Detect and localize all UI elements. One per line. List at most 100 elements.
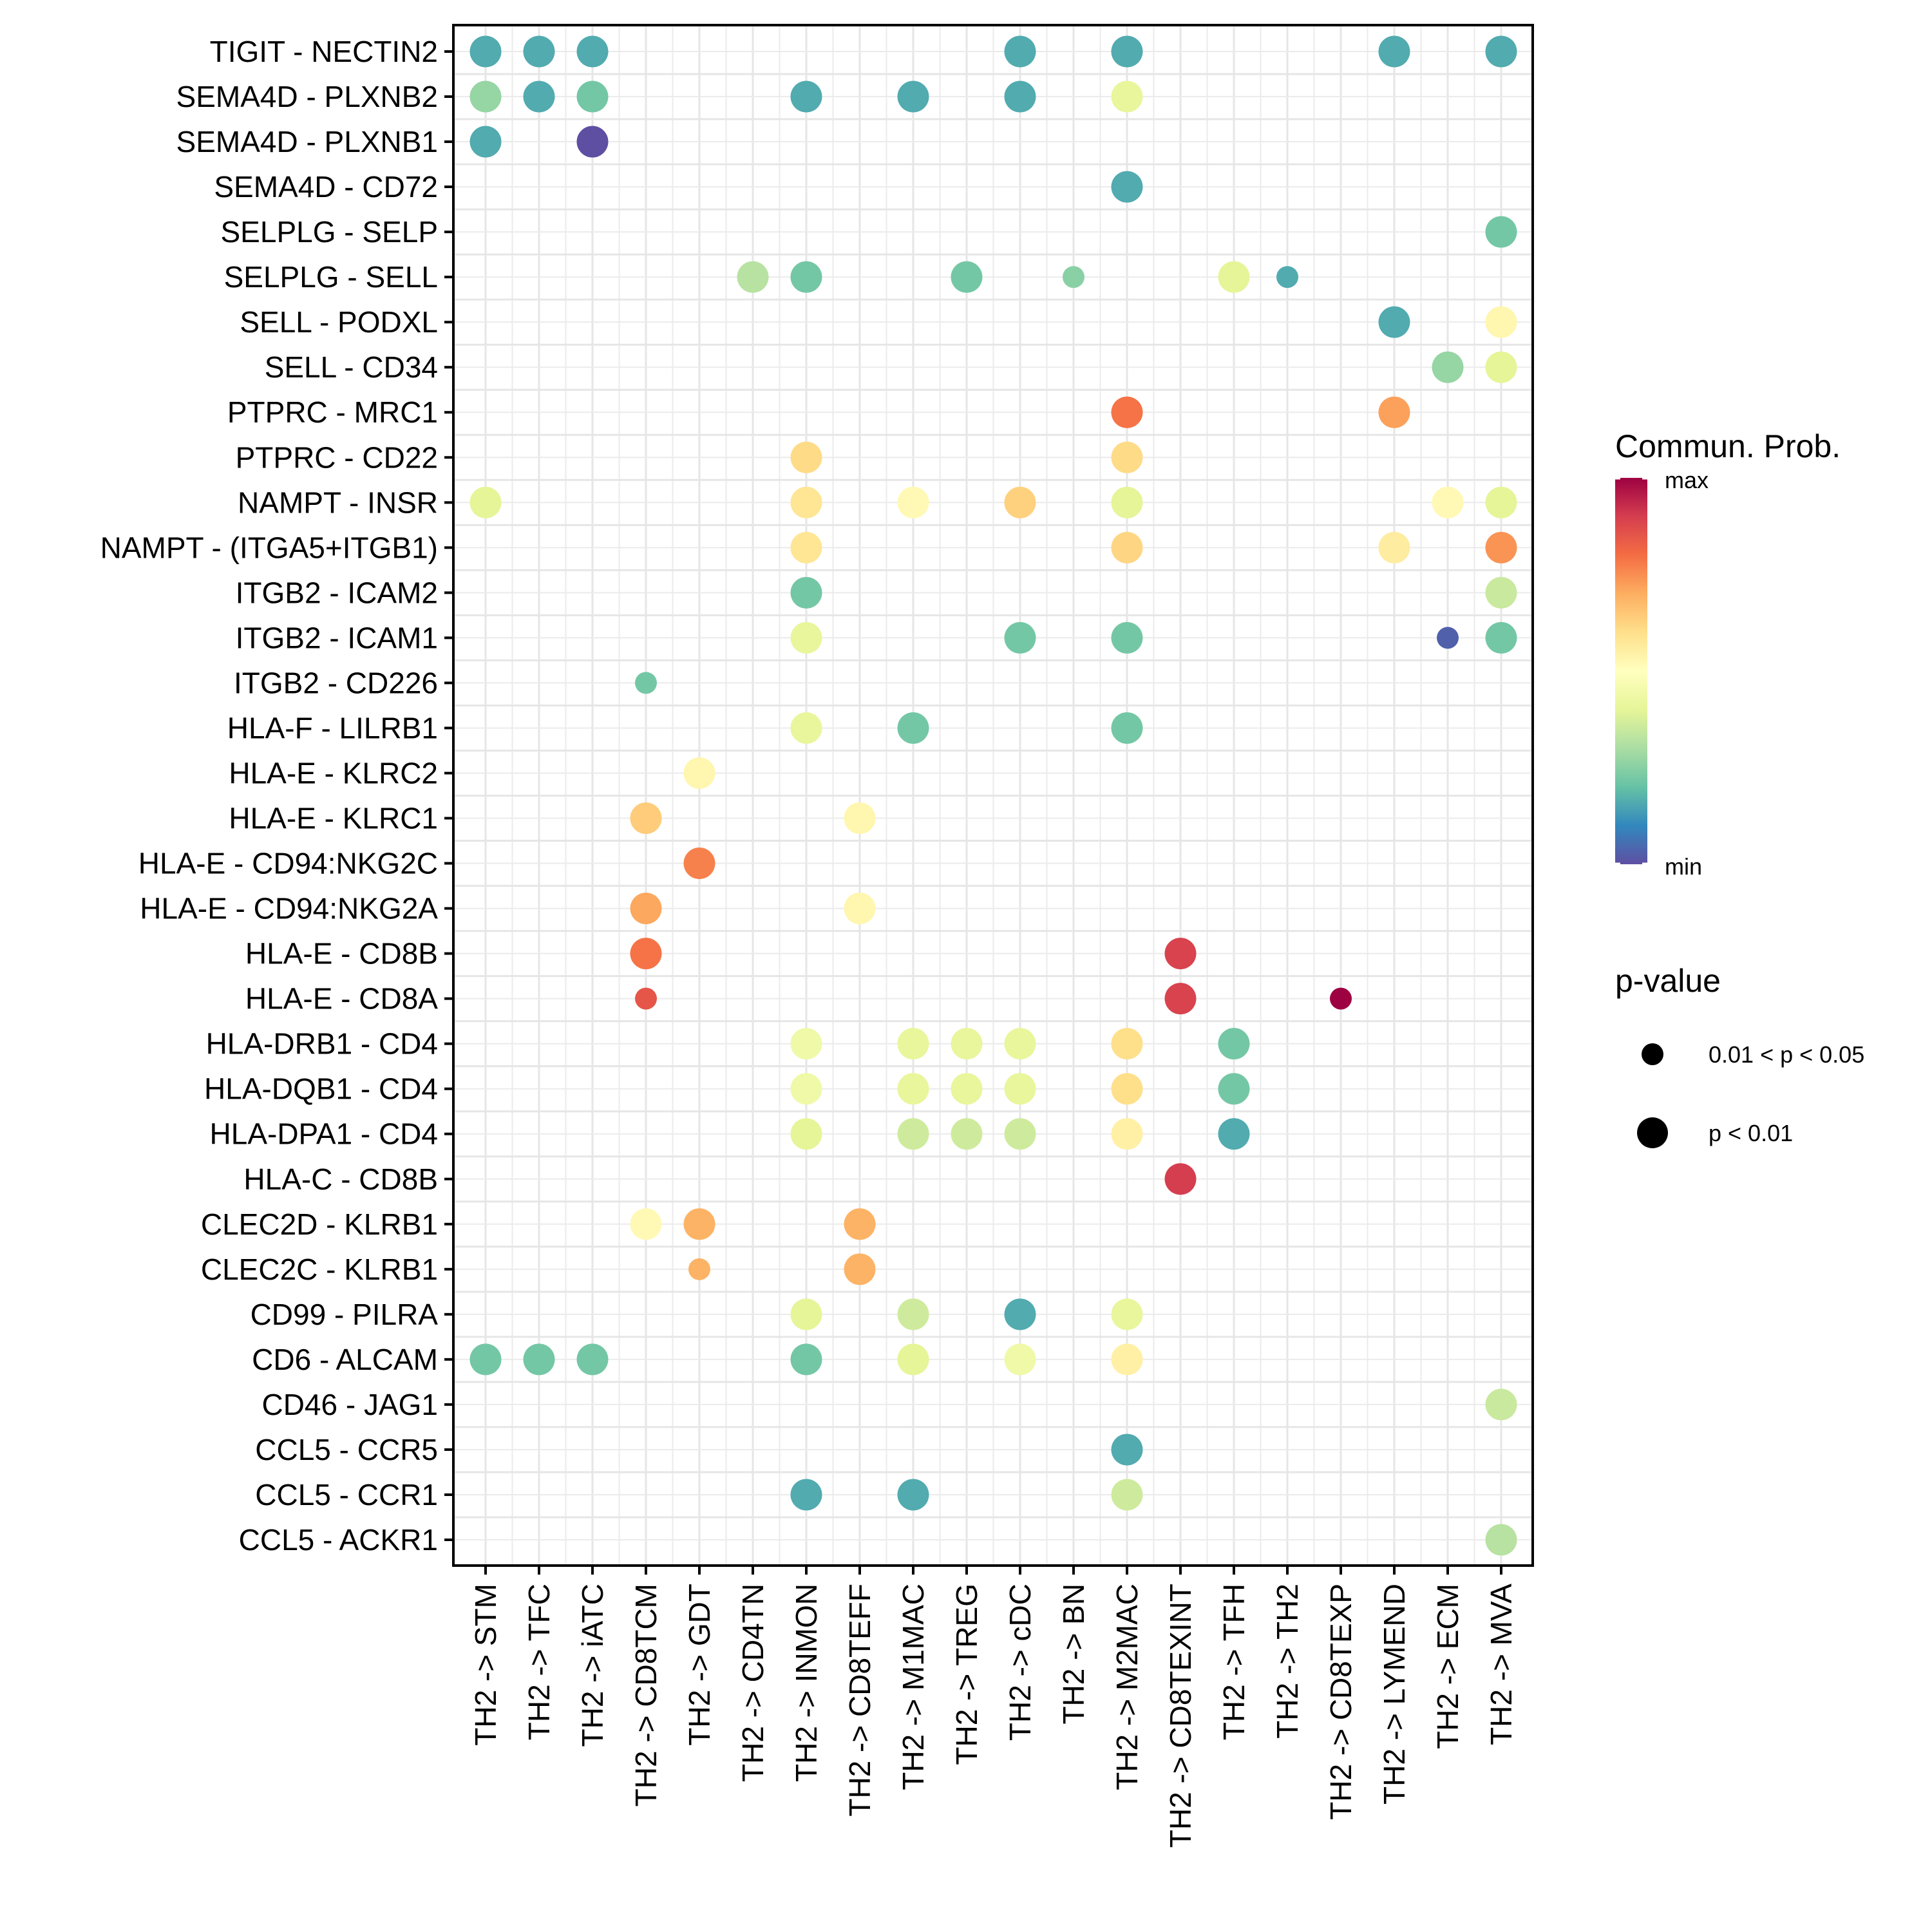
y-tick-label: CCL5 - ACKR1: [239, 1523, 438, 1557]
data-point: [1004, 486, 1036, 518]
data-point: [790, 80, 822, 113]
data-point: [790, 261, 822, 293]
data-point: [844, 893, 876, 925]
data-point: [469, 1343, 502, 1376]
data-point: [1485, 486, 1517, 518]
data-point: [1111, 1434, 1143, 1466]
x-tick-label: TH2 -> TREG: [950, 1584, 983, 1765]
y-tick-label: CD6 - ALCAM: [252, 1343, 438, 1376]
data-point: [1111, 1028, 1143, 1060]
x-tick-label: TH2 -> iATC: [576, 1584, 609, 1747]
data-point: [1111, 1073, 1143, 1105]
data-point: [1485, 351, 1517, 383]
data-point: [1111, 1298, 1143, 1331]
data-points: [469, 35, 1517, 1556]
data-point: [790, 1298, 822, 1331]
y-tick-label: ITGB2 - CD226: [234, 666, 438, 699]
data-point: [1063, 266, 1084, 289]
data-point: [1485, 216, 1517, 248]
x-tick-label: TH2 -> M2MAC: [1110, 1584, 1144, 1790]
colorbar-min-label: min: [1665, 853, 1702, 880]
data-point: [1432, 351, 1464, 383]
data-point: [1437, 627, 1459, 649]
x-tick-label: TH2 -> LYMEND: [1378, 1584, 1411, 1804]
data-point: [951, 261, 983, 293]
data-point: [1378, 396, 1410, 428]
data-point: [1004, 35, 1036, 68]
y-tick-label: CLEC2D - KLRB1: [201, 1208, 438, 1241]
data-point: [1485, 306, 1517, 338]
data-point: [1485, 35, 1517, 68]
data-point: [790, 576, 822, 609]
data-point: [1004, 1298, 1036, 1331]
x-tick-label: TH2 -> BN: [1057, 1584, 1090, 1725]
data-point: [469, 486, 502, 518]
x-tick-label: TH2 -> STM: [469, 1584, 502, 1746]
data-point: [951, 1118, 983, 1150]
data-point: [897, 486, 929, 518]
data-point: [1164, 1163, 1197, 1195]
data-point: [1004, 1073, 1036, 1105]
x-tick-label: TH2 -> CD4TN: [736, 1584, 770, 1782]
data-point: [897, 1343, 929, 1376]
data-point: [790, 712, 822, 744]
y-tick-label: SEMA4D - PLXNB2: [176, 80, 438, 113]
x-tick-label: TH2 -> CD8TCM: [629, 1584, 663, 1806]
data-point: [1218, 261, 1250, 293]
size-legend-small-dot: [1642, 1043, 1663, 1065]
x-tick-label: TH2 -> TH2: [1271, 1584, 1304, 1739]
data-point: [1111, 712, 1143, 744]
y-tick-label: HLA-E - CD8A: [245, 982, 438, 1016]
y-tick-label: CCL5 - CCR5: [255, 1433, 438, 1466]
plot-panel-border: [452, 24, 1534, 1567]
data-point: [897, 1118, 929, 1150]
data-point: [790, 1073, 822, 1105]
y-tick-label: HLA-E - CD94:NKG2C: [138, 847, 438, 880]
data-point: [1485, 531, 1517, 564]
size-legend-small-label: 0.01 < p < 0.05: [1709, 1041, 1864, 1068]
data-point: [683, 1208, 715, 1240]
y-tick-label: HLA-F - LILRB1: [227, 711, 438, 744]
data-point: [1378, 306, 1410, 338]
y-tick-label: ITGB2 - ICAM1: [236, 621, 438, 654]
data-point: [1485, 621, 1517, 654]
data-point: [790, 621, 822, 654]
data-point: [1378, 531, 1410, 564]
size-legend-title: p-value: [1615, 963, 1721, 999]
data-point: [1004, 80, 1036, 113]
data-point: [790, 1343, 822, 1376]
data-point: [1485, 576, 1517, 609]
data-point: [635, 987, 657, 1010]
data-point: [630, 938, 662, 970]
y-tick-label: SELL - CD34: [265, 350, 438, 384]
x-tick-label: TH2 -> CD8TEFF: [843, 1584, 876, 1817]
y-tick-label: SEMA4D - PLXNB1: [176, 125, 438, 158]
y-tick-label: TIGIT - NECTIN2: [210, 35, 438, 68]
data-point: [683, 757, 715, 789]
data-point: [1111, 531, 1143, 564]
data-point: [1218, 1073, 1250, 1105]
size-legend-large-dot: [1637, 1117, 1668, 1148]
data-point: [630, 1208, 662, 1240]
data-point: [523, 80, 555, 113]
data-point: [1485, 1388, 1517, 1421]
y-tick-label: SELPLG - SELP: [221, 215, 439, 249]
data-point: [897, 1028, 929, 1060]
data-point: [1164, 938, 1197, 970]
data-point: [635, 672, 657, 694]
data-point: [844, 802, 876, 835]
data-point: [844, 1253, 876, 1285]
data-point: [630, 802, 662, 835]
data-point: [1111, 1479, 1143, 1511]
data-point: [576, 35, 609, 68]
data-point: [1330, 987, 1352, 1010]
data-point: [790, 1479, 822, 1511]
grid: [453, 25, 1533, 1566]
data-point: [897, 1479, 929, 1511]
y-tick-label: SEMA4D - CD72: [214, 170, 438, 204]
data-point: [576, 80, 609, 113]
data-point: [1111, 441, 1143, 473]
data-point: [1111, 396, 1143, 428]
data-point: [469, 35, 502, 68]
data-point: [1378, 35, 1410, 68]
